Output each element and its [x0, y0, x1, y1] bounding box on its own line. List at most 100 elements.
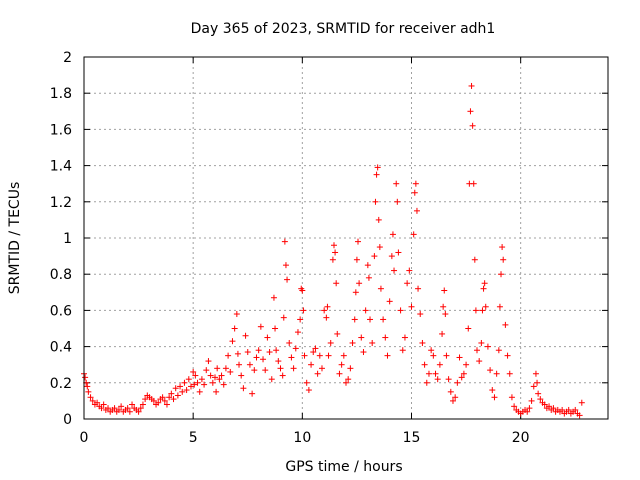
- data-point: [376, 244, 383, 251]
- data-point: [201, 381, 208, 388]
- data-point: [500, 256, 507, 263]
- data-point: [209, 379, 216, 386]
- data-point: [487, 367, 494, 374]
- data-point: [410, 231, 417, 238]
- data-point: [260, 356, 267, 363]
- data-point: [489, 387, 496, 394]
- data-point: [412, 180, 419, 187]
- data-point: [375, 216, 382, 223]
- data-point: [301, 352, 308, 359]
- data-point: [565, 406, 572, 413]
- data-point: [330, 242, 337, 249]
- data-point: [300, 307, 307, 314]
- data-point: [502, 321, 509, 328]
- data-point: [273, 347, 280, 354]
- data-point: [578, 399, 585, 406]
- data-point: [467, 108, 474, 115]
- data-point: [118, 403, 125, 410]
- data-point: [266, 349, 273, 356]
- axis-ticks: 00.20.40.60.811.21.41.61.820 5 10 15 20: [50, 50, 608, 446]
- y-tick-label: 0: [63, 412, 72, 428]
- data-point: [111, 405, 118, 412]
- data-point: [191, 381, 198, 388]
- data-point: [353, 256, 360, 263]
- data-point: [401, 334, 408, 341]
- data-point: [249, 390, 256, 397]
- data-point: [546, 403, 553, 410]
- data-point: [87, 394, 94, 401]
- data-point: [468, 82, 475, 89]
- data-point: [351, 316, 358, 323]
- data-point: [262, 367, 269, 374]
- data-point: [286, 339, 293, 346]
- data-point: [280, 314, 287, 321]
- data-point: [411, 189, 418, 196]
- data-point: [491, 394, 498, 401]
- x-tick-label: 20: [512, 430, 530, 446]
- data-point: [389, 231, 396, 238]
- data-point: [481, 280, 488, 287]
- data-point: [358, 334, 365, 341]
- x-tick-label: 10: [293, 430, 311, 446]
- data-point: [329, 256, 336, 263]
- data-point: [395, 249, 402, 256]
- data-point: [166, 394, 173, 401]
- x-axis-label: GPS time / hours: [285, 459, 402, 475]
- data-point: [234, 350, 241, 357]
- data-point: [360, 349, 367, 356]
- data-point: [369, 339, 376, 346]
- data-point: [253, 354, 260, 361]
- data-point: [327, 339, 334, 346]
- data-point: [441, 287, 448, 294]
- data-point: [277, 365, 284, 372]
- data-point: [428, 347, 435, 354]
- data-point: [362, 307, 369, 314]
- data-point: [572, 406, 579, 413]
- data-point: [439, 330, 446, 337]
- data-point: [504, 352, 511, 359]
- data-point: [213, 388, 220, 395]
- data-point: [442, 311, 449, 318]
- data-point: [345, 376, 352, 383]
- data-point: [423, 379, 430, 386]
- data-point: [231, 325, 238, 332]
- data-point: [159, 394, 166, 401]
- data-point: [240, 385, 247, 392]
- data-point: [458, 374, 465, 381]
- data-point: [576, 412, 583, 419]
- data-point: [190, 368, 197, 375]
- data-point: [323, 314, 330, 321]
- data-point: [227, 368, 234, 375]
- data-point: [469, 122, 476, 129]
- data-point: [214, 365, 221, 372]
- data-point: [196, 388, 203, 395]
- data-point: [559, 406, 566, 413]
- data-point: [334, 330, 341, 337]
- data-point: [352, 289, 359, 296]
- data-point: [384, 352, 391, 359]
- chart-title: Day 365 of 2023, SRMTID for receiver adh…: [191, 21, 496, 37]
- data-point: [338, 361, 345, 368]
- data-point: [432, 370, 439, 377]
- data-point: [282, 262, 289, 269]
- data-point: [436, 361, 443, 368]
- data-point: [484, 343, 491, 350]
- data-point: [135, 408, 142, 415]
- data-point: [425, 370, 432, 377]
- data-point: [324, 303, 331, 310]
- data-point: [316, 352, 323, 359]
- data-point: [340, 352, 347, 359]
- data-point: [460, 370, 467, 377]
- data-point: [393, 180, 400, 187]
- x-tick-label: 0: [80, 430, 89, 446]
- data-point: [532, 370, 539, 377]
- data-point: [284, 276, 291, 283]
- data-point: [495, 347, 502, 354]
- data-point: [372, 198, 379, 205]
- data-point: [511, 403, 518, 410]
- data-point: [380, 316, 387, 323]
- data-point: [371, 253, 378, 260]
- data-point: [364, 262, 371, 269]
- data-point: [255, 347, 262, 354]
- data-point: [413, 207, 420, 214]
